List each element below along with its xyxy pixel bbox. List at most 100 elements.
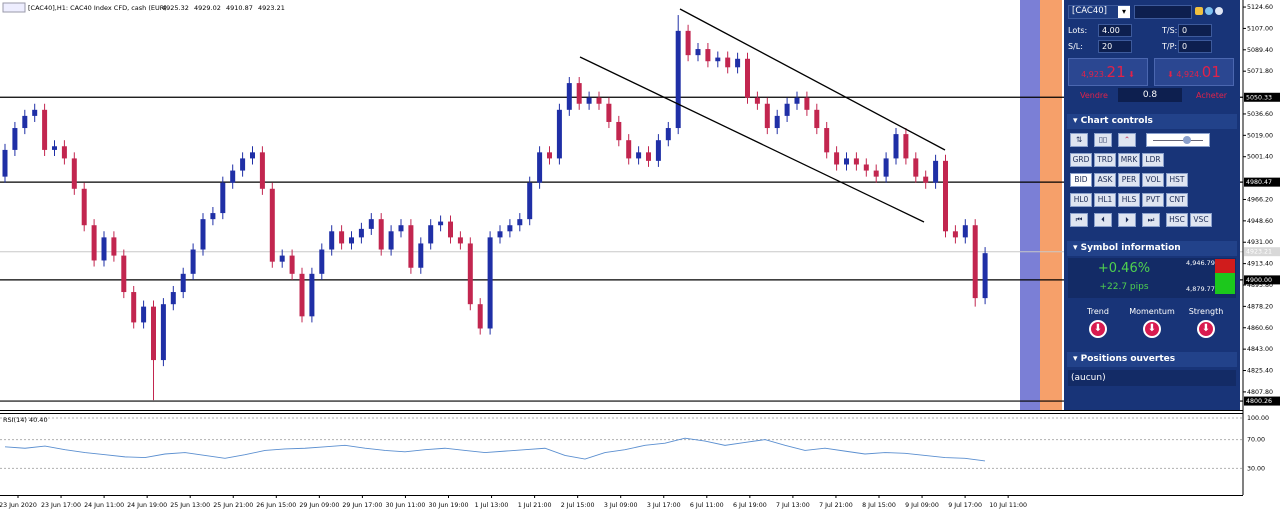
icon[interactable] <box>1195 7 1203 15</box>
control-button[interactable]: TRD <box>1094 153 1116 167</box>
sell-button[interactable]: 4,923.21 ⬇ <box>1068 58 1148 86</box>
section-header[interactable]: ▾ Chart controls <box>1067 114 1237 129</box>
control-button[interactable]: ⏮ <box>1070 213 1088 227</box>
candle-body <box>655 140 661 161</box>
y-tick-label: 5036.60 <box>1247 111 1273 118</box>
candle-body <box>279 255 285 262</box>
x-tick-label: 9 Jul 09:00 <box>905 502 939 509</box>
control-button[interactable]: GRD <box>1070 153 1092 167</box>
dropdown-arrow[interactable]: ▾ <box>1118 6 1130 18</box>
indicator-arrow: ⬇ <box>1143 320 1161 338</box>
candle-body <box>170 292 176 305</box>
level-tag <box>1244 396 1280 406</box>
icon-button[interactable]: ⌃ <box>1118 133 1136 147</box>
ts-label: T/S: <box>1162 26 1178 35</box>
candle-body <box>626 140 632 159</box>
x-tick-label: 29 Jun 09:00 <box>299 502 339 509</box>
candle-body <box>418 243 424 268</box>
icon[interactable] <box>1215 7 1223 15</box>
trend-line <box>579 56 925 223</box>
control-button[interactable]: PVT <box>1142 193 1164 207</box>
search-box[interactable] <box>1134 5 1192 19</box>
tp: 0 <box>1182 42 1188 51</box>
icon-button[interactable]: ▯▯ <box>1094 133 1112 147</box>
control-button[interactable]: HSC <box>1166 213 1188 227</box>
control-button[interactable]: HLS <box>1118 193 1140 207</box>
section-header[interactable]: ▾ Symbol information <box>1067 241 1237 256</box>
buy-price: 4,924. <box>1176 70 1202 79</box>
level-tag <box>1244 92 1280 102</box>
candle-body <box>289 255 295 274</box>
candle-body <box>467 243 473 305</box>
control-button[interactable]: CNT <box>1166 193 1188 207</box>
candle-body <box>71 158 77 189</box>
candle-body <box>250 152 255 159</box>
control-button[interactable]: HL1 <box>1094 193 1116 207</box>
trend-line <box>679 8 946 151</box>
candle-body <box>151 306 156 361</box>
candle-body <box>111 237 117 256</box>
tp-input[interactable]: 0 <box>1178 40 1212 53</box>
icon[interactable] <box>1205 7 1213 15</box>
control-button[interactable]: ⏴ <box>1094 213 1112 227</box>
high-box <box>1215 259 1235 273</box>
candle-body <box>883 158 889 177</box>
candle-body <box>190 249 196 274</box>
indicator-label: Strength <box>1188 307 1224 316</box>
indicator-label: Momentum <box>1129 307 1175 316</box>
y-tick-label: 4931.00 <box>1247 239 1273 246</box>
candle-body <box>764 103 770 129</box>
section-header[interactable]: ▾ Positions ouvertes <box>1067 352 1237 367</box>
candle-body <box>636 152 642 159</box>
lots-label: Lots: <box>1068 26 1088 35</box>
candle-body <box>527 182 533 220</box>
control-button[interactable]: LDR <box>1142 153 1164 167</box>
indicator-arrow: ⬇ <box>1089 320 1107 338</box>
candle-body <box>378 219 384 250</box>
candle-body <box>121 255 127 293</box>
candle-body <box>586 97 592 104</box>
x-tick-label: 23 Jun 2020 <box>0 502 37 509</box>
candle-body <box>844 158 849 165</box>
sell-price-big: 21 <box>1106 63 1126 81</box>
candle-body <box>547 152 552 159</box>
change-pips: +22.7 pips <box>1099 282 1149 292</box>
sl-input[interactable]: 20 <box>1098 40 1132 53</box>
buy-button[interactable]: ⬇ 4,924.01 <box>1154 58 1234 86</box>
control-button[interactable]: VSC <box>1190 213 1212 227</box>
control-button[interactable]: ⏵ <box>1118 213 1136 227</box>
icon-button[interactable]: ⇅ <box>1070 133 1088 147</box>
candle-body <box>606 103 612 122</box>
buy-price-big: 01 <box>1201 63 1221 81</box>
candle-body <box>131 292 137 323</box>
candle-body <box>319 249 325 274</box>
lots-input[interactable]: 4.00 <box>1098 24 1132 37</box>
candle-body <box>309 273 315 317</box>
last-price-tag <box>1244 247 1280 257</box>
control-button[interactable]: BID <box>1070 173 1092 187</box>
x-tick-label: 26 Jun 15:00 <box>256 502 296 509</box>
candle-body <box>388 231 394 250</box>
control-button[interactable]: VOL <box>1142 173 1164 187</box>
candle-body <box>358 228 364 238</box>
ts-input[interactable]: 0 <box>1178 24 1212 37</box>
candle-body <box>52 146 57 150</box>
candle-body <box>754 97 760 104</box>
last-price-label: 4923.21 <box>1246 249 1272 256</box>
candle-body <box>160 304 166 361</box>
control-button[interactable]: HST <box>1166 173 1188 187</box>
candle-body <box>448 221 453 238</box>
control-button[interactable]: HL0 <box>1070 193 1092 207</box>
candle-body <box>705 49 711 62</box>
rsi-line <box>4 437 986 462</box>
candle-body <box>873 170 879 177</box>
candle-body <box>834 152 840 165</box>
control-button[interactable]: ASK <box>1094 173 1116 187</box>
candle-body <box>408 225 414 268</box>
control-button[interactable]: MRK <box>1118 153 1140 167</box>
control-button[interactable]: PER <box>1118 173 1140 187</box>
x-tick-label: 23 Jun 17:00 <box>41 502 81 509</box>
control-button[interactable]: ⏭ <box>1142 213 1160 227</box>
x-tick-label: 30 Jun 11:00 <box>385 502 425 509</box>
zoom-slider[interactable] <box>1146 133 1210 147</box>
